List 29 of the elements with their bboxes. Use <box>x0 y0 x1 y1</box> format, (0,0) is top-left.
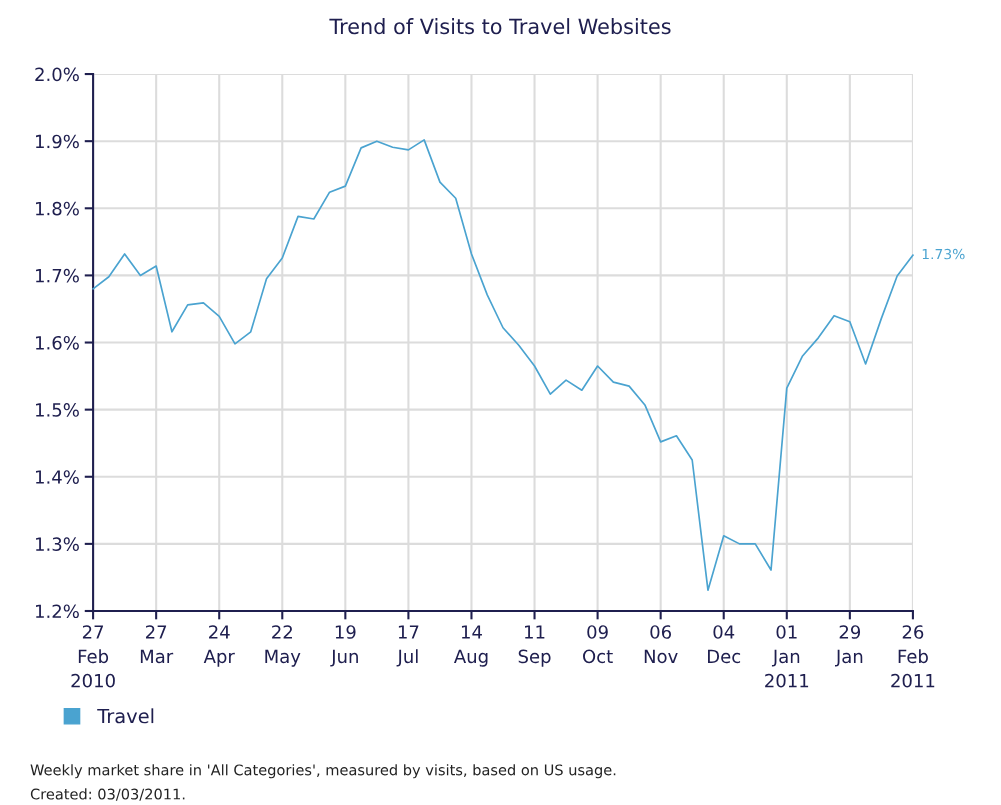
y-tick-label: 2.0% <box>35 67 79 82</box>
x-tick-label: 09 Oct <box>583 625 613 664</box>
y-tick-label: 1.3% <box>36 537 79 551</box>
legend-label: Travel <box>97 708 154 724</box>
data-label: 1.73% <box>922 248 965 260</box>
x-tick-label: 14 Aug <box>453 625 488 667</box>
chart-title: Trend of Visits to Travel Websites <box>329 18 671 35</box>
x-tick-label: 04 Dec <box>708 625 741 664</box>
x-tick-label: 11 Sep <box>518 625 551 667</box>
text: Weekly market share in 'All Categories', measured by visits, based on US usage. <box>30 764 616 779</box>
x-tick-label: 29 Jan <box>835 625 863 667</box>
x-tick-label: 22 May <box>265 625 301 667</box>
x-tick-label: 01 Jan 2011 <box>765 625 809 688</box>
y-tick-label: 1.6% <box>36 335 79 350</box>
x-tick-label: 27 Feb 2010 <box>71 625 115 688</box>
x-tick-label: 24 Apr <box>203 625 235 667</box>
y-tick-label: 1.8% <box>36 201 79 216</box>
x-tick-label: 26 Feb 2011 <box>891 625 935 688</box>
x-tick-label: 19 Jun <box>330 625 358 667</box>
text: Created: 03/03/2011. <box>30 788 185 801</box>
y-tick-label: 1.7% <box>36 268 79 283</box>
line-series <box>92 138 914 592</box>
y-tick-label: 1.5% <box>36 403 79 417</box>
y-tick-label: 1.4% <box>36 470 79 484</box>
y-tick-label: 1.2% <box>36 604 79 619</box>
x-tick-label: 17 Jul <box>396 625 419 667</box>
y-tick-label: 1.9% <box>36 134 79 149</box>
x-tick-label: 06 Nov <box>644 625 678 664</box>
x-tick-label: 27 Mar <box>140 625 174 664</box>
